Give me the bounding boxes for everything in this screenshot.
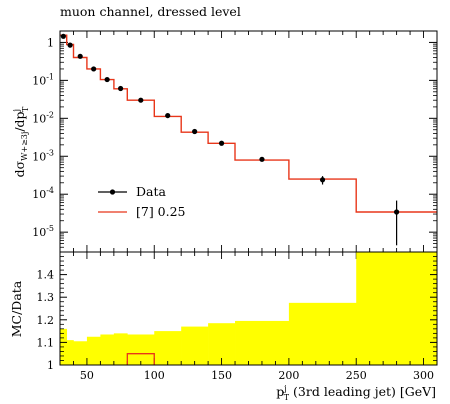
legend-data-label: Data	[136, 184, 166, 199]
ratio-band-bin	[113, 333, 128, 365]
data-point	[394, 209, 400, 215]
x-tick-label: 100	[144, 369, 165, 382]
data-point	[104, 76, 110, 83]
y-tick-label: 10-5	[32, 224, 54, 239]
y-tick-label: 10-4	[32, 186, 54, 201]
ratio-band-bin	[86, 336, 101, 365]
data-point	[77, 53, 83, 59]
main-y-axis-label: dσW+≥3j/dpjT	[12, 106, 30, 177]
data-point	[192, 128, 198, 135]
chart-title: muon channel, dressed level	[60, 4, 241, 19]
ratio-band-bin	[100, 334, 115, 365]
x-tick-label: 300	[413, 369, 434, 382]
data-point	[218, 140, 225, 146]
x-tick-label: 50	[80, 369, 94, 382]
x-tick-label: 250	[346, 369, 367, 382]
ratio-band-bin	[154, 331, 182, 365]
ratio-panel: 50 100 150 200 250 300 1 1.1 1.2 1.3 1.4 MC/Data p…	[9, 251, 438, 402]
ratio-band-bin	[356, 252, 438, 365]
ratio-band-bin	[127, 334, 155, 365]
data-point	[60, 33, 66, 39]
ratio-band-bin	[73, 341, 88, 365]
ratio-band-bin	[181, 326, 209, 365]
ratio-y-tick-label: 1.1	[37, 336, 55, 349]
x-tick-label: 150	[211, 369, 232, 382]
ratio-y-tick-label: 1.4	[37, 269, 55, 282]
y-tick-label: 1	[47, 36, 54, 49]
x-tick-label: 200	[278, 369, 299, 382]
ratio-band-bin	[66, 340, 74, 365]
ratio-y-tick-label: 1.3	[37, 291, 55, 304]
data-point	[319, 177, 326, 183]
x-axis-label: pj T (3rd leading jet) [GeV]	[276, 384, 436, 402]
data-point	[165, 112, 171, 119]
main-frame	[59, 30, 438, 253]
y-tick-label: 10-3	[32, 148, 54, 163]
data-point	[91, 66, 97, 72]
y-tick-label: 10-1	[32, 72, 54, 87]
ratio-model-line	[126, 353, 155, 365]
data-point	[117, 85, 124, 92]
legend: Data [7] 0.25	[98, 184, 186, 219]
main-panel: 1 10-1 10-2 10-3 10-4 10-5 dσW+≥3j/dpjT Data …	[12, 30, 438, 259]
data-point	[138, 97, 144, 103]
legend-data-marker	[109, 189, 116, 195]
ratio-y-axis-label: MC/Data	[9, 280, 24, 337]
data-point	[259, 156, 265, 162]
ratio-frame	[59, 251, 438, 366]
data-point	[67, 42, 73, 48]
main-ticks: 1 10-1 10-2 10-3 10-4 10-5	[32, 31, 437, 259]
ratio-band	[60, 252, 438, 365]
ratio-y-tick-label: 1.2	[37, 314, 55, 327]
main-series	[60, 33, 437, 246]
y-tick-label: 10-2	[32, 110, 54, 125]
ratio-y-tick-label: 1	[47, 359, 54, 372]
legend-model-label: [7] 0.25	[136, 204, 186, 219]
ratio-band-bin	[288, 302, 357, 365]
ratio-band-bin	[235, 320, 290, 365]
model-step-line	[60, 34, 437, 213]
